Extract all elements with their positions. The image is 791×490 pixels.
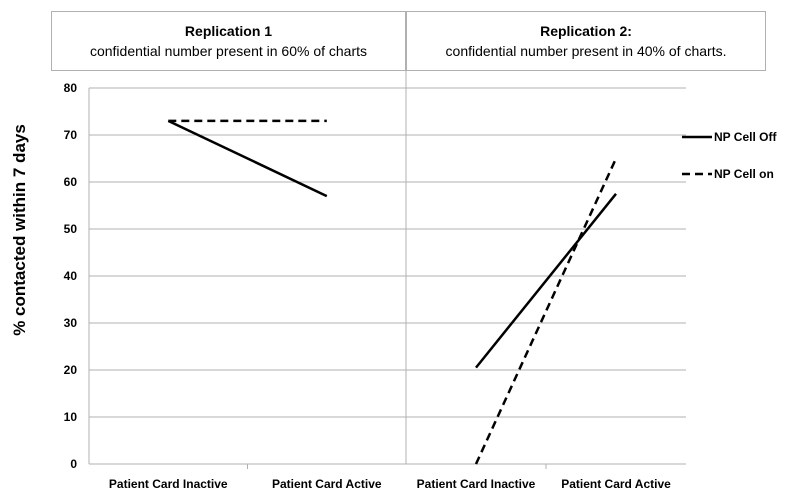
panel-frames xyxy=(88,11,686,469)
y-tick-label: 60 xyxy=(64,175,78,189)
y-tick-label: 0 xyxy=(70,457,77,471)
gridlines xyxy=(89,87,686,418)
series-line-2-2 xyxy=(474,157,618,465)
y-tick-label: 40 xyxy=(64,269,78,283)
legend-label-1: NP Cell Off xyxy=(714,130,777,144)
y-tick-label: 30 xyxy=(64,316,78,330)
y-tick-label: 10 xyxy=(64,410,78,424)
y-tick-label: 50 xyxy=(64,222,78,236)
legend-label-2: NP Cell on xyxy=(714,167,774,181)
panel-1-title: Replication 1 xyxy=(184,23,273,39)
category-label: Patient Card Inactive xyxy=(417,477,536,490)
series-line-1-1 xyxy=(167,119,328,198)
legend: NP Cell Off NP Cell on xyxy=(682,130,777,181)
series-lines xyxy=(167,119,618,465)
panel-2-header: Replication 2: confidential number prese… xyxy=(406,11,766,71)
category-labels: Patient Card Inactive Patient Card Active… xyxy=(109,477,671,490)
panel-2-subtitle: confidential number present in 40% of ch… xyxy=(445,43,727,59)
y-tick-label: 70 xyxy=(64,128,78,142)
y-tick-label: 80 xyxy=(64,81,78,95)
panel-1-subtitle: confidential number present in 60% of ch… xyxy=(89,43,368,59)
category-label: Patient Card Active xyxy=(561,477,671,490)
panel-1-header: Replication 1 confidential number presen… xyxy=(51,11,406,71)
category-label: Patient Card Inactive xyxy=(109,477,228,490)
category-label: Patient Card Active xyxy=(272,477,382,490)
panel-2-title: Replication 2: xyxy=(540,23,632,39)
y-axis-ticks: 0 10 20 30 40 50 60 70 80 xyxy=(64,81,78,471)
y-tick-label: 20 xyxy=(64,363,78,377)
y-axis-label: % contacted within 7 days xyxy=(10,124,29,336)
series-line-2-1 xyxy=(475,193,617,369)
